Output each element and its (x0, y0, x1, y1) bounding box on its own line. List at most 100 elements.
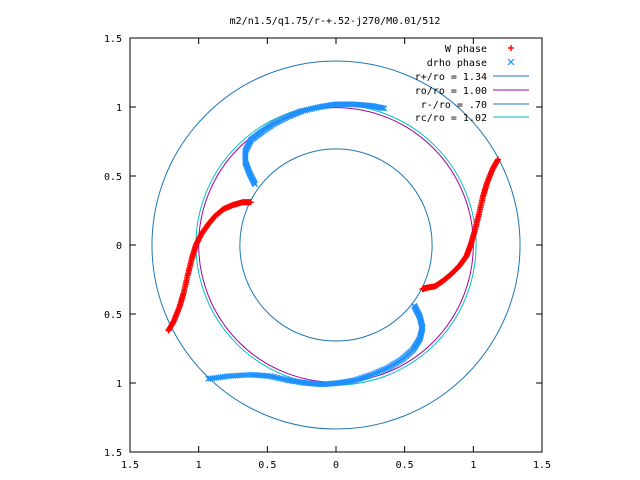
legend-label-ro: ro/ro = 1.00 (415, 86, 487, 97)
data-point (355, 376, 362, 383)
legend-samples (493, 45, 529, 118)
point-1-b (243, 371, 250, 379)
circle-2 (239, 148, 433, 342)
point-1-b (373, 369, 380, 376)
y-tick-label: 1.5 (104, 34, 122, 45)
point-1-b (383, 365, 390, 372)
data-point (383, 365, 390, 372)
point-1-b (311, 105, 318, 112)
point-1-b (213, 374, 220, 381)
point-1-b (223, 373, 230, 380)
y-tick-label: 1.5 (104, 448, 122, 459)
point-1-b (225, 373, 232, 380)
y-tick-label: 1 (116, 379, 122, 390)
point-1-b (207, 375, 214, 382)
point-1-b (236, 372, 243, 379)
data-point (362, 373, 369, 380)
data-point (376, 368, 383, 375)
point-1-b (385, 364, 392, 371)
point-1-b (230, 372, 237, 379)
point-1-b (219, 373, 226, 380)
point-1-b (378, 367, 385, 374)
y-tick-label: 0.5 (104, 172, 122, 183)
data-point (370, 371, 377, 378)
data-point (375, 368, 382, 375)
chart-title: m2/n1.5/q1.75/r-+.52-j270/M0.01/512 (230, 16, 441, 27)
legend-label-rc: rc/ro = 1.02 (415, 113, 487, 124)
point-1-b (370, 371, 377, 378)
data-point (381, 366, 388, 373)
point-1-b (381, 105, 388, 112)
point-1-b (300, 107, 307, 114)
data-point (207, 375, 214, 382)
point-1-b (365, 372, 372, 379)
point-1-b (357, 375, 364, 382)
point-1-b (247, 371, 254, 378)
legend-label-r-plus: r+/ro = 1.34 (415, 72, 487, 83)
legend-label-r-minus: r-/ro = .70 (421, 100, 487, 111)
point-1-b (362, 373, 369, 380)
point-1-b (234, 372, 241, 379)
data-point (378, 367, 385, 374)
point-1-b (368, 371, 375, 378)
point-1-b (379, 105, 386, 112)
x-tick-label: 0.5 (258, 460, 276, 471)
point-1-b (245, 371, 252, 378)
x-tick-label: 0.5 (396, 460, 414, 471)
point-1-b (381, 366, 388, 373)
data-points (165, 101, 502, 388)
data-point (367, 372, 374, 379)
y-tick-label: 0 (116, 241, 122, 252)
data-point (363, 373, 370, 380)
point-1-b (305, 106, 312, 113)
circle-0 (151, 60, 521, 430)
x-tick-label: 1 (470, 460, 476, 471)
data-point (419, 286, 426, 293)
point-1-b (239, 372, 246, 379)
point-1-b (376, 368, 383, 375)
point-1-b (298, 108, 305, 115)
point-1-b (358, 375, 365, 382)
point-1-b (209, 375, 216, 382)
point-1-b (355, 376, 362, 383)
data-point (381, 105, 388, 112)
point-1-b (215, 374, 222, 381)
point-1-b (228, 372, 235, 379)
data-point (205, 375, 212, 382)
x-tick-label: 0 (333, 460, 339, 471)
data-point (358, 375, 365, 382)
data-point (360, 374, 367, 381)
x-tick-label: 1.5 (533, 460, 551, 471)
point-1-b (378, 104, 385, 111)
point-1-b (211, 375, 218, 382)
point-1-b (307, 106, 314, 113)
point-1-b (363, 373, 370, 380)
point-1-b (367, 372, 374, 379)
x-tick-label: 1 (196, 460, 202, 471)
point-1-b (312, 104, 319, 111)
point-1-b (232, 372, 239, 379)
point-1-b (371, 370, 379, 377)
axis-ticks: 1.5 1 0.5 0 0.5 1 1.51.510.500.511.5 (104, 34, 551, 471)
legend: W phase drho phase r+/ro = 1.34 ro/ro = … (415, 44, 529, 124)
data-point (365, 372, 372, 379)
point-1-b (309, 105, 316, 112)
legend-label-drho-phase: drho phase (427, 58, 487, 69)
point-1-b (302, 107, 309, 114)
point-1-b (303, 106, 311, 113)
y-tick-label: 1 (116, 103, 122, 114)
point-1-b (217, 374, 224, 381)
data-point (368, 371, 375, 378)
circle-3 (195, 104, 477, 386)
legend-label-w-phase: W phase (445, 44, 487, 55)
data-point (380, 366, 387, 373)
y-tick-label: 0.5 (104, 310, 122, 321)
point-1-b (221, 373, 228, 380)
data-point (385, 364, 392, 371)
point-1-b (360, 374, 367, 381)
legend-sample-drho-phase-b (507, 58, 515, 66)
point-1-b (205, 375, 212, 382)
data-point (247, 199, 254, 206)
x-tick-label: 1.5 (121, 460, 139, 471)
